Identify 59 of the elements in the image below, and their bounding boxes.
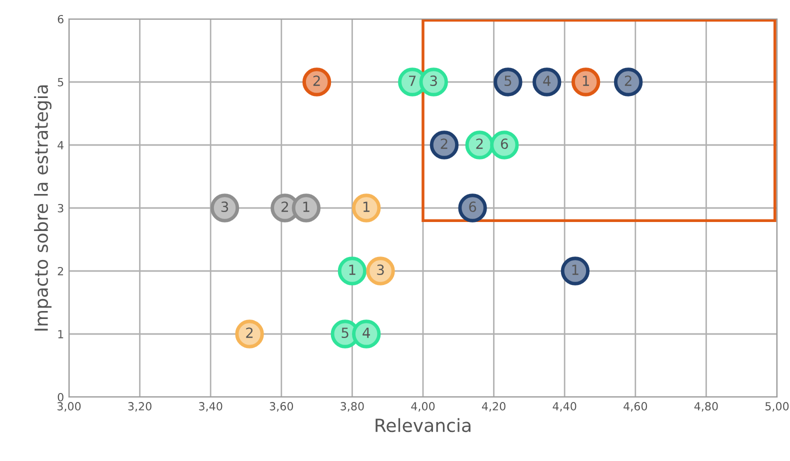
annotation: 4 bbox=[362, 328, 370, 338]
x-tick-label: 4,20 bbox=[482, 402, 506, 412]
annotation: 1 bbox=[349, 264, 356, 275]
x-tick-label: 4,40 bbox=[552, 402, 576, 412]
x-tick-label: 5,00 bbox=[765, 402, 789, 412]
x-tick-label: 3,40 bbox=[199, 402, 222, 412]
point bbox=[571, 68, 600, 96]
x-axis-title: Relevancia bbox=[376, 418, 470, 432]
x-tick-label: 4,00 bbox=[411, 402, 435, 412]
y-tick-label: 0 bbox=[58, 392, 64, 402]
y-tick-label: 2 bbox=[58, 266, 64, 276]
x-tick-label: 4,80 bbox=[694, 402, 718, 412]
annotation: 6 bbox=[500, 138, 508, 150]
annotation: 2 bbox=[440, 138, 448, 149]
point bbox=[490, 130, 519, 160]
point bbox=[235, 320, 264, 348]
point bbox=[338, 256, 367, 286]
point bbox=[292, 194, 321, 222]
point bbox=[614, 68, 643, 96]
annotation: 2 bbox=[282, 202, 288, 212]
x-tick-label: 3,00 bbox=[57, 402, 81, 412]
y-tick-label: 4 bbox=[58, 141, 64, 150]
point bbox=[352, 194, 381, 222]
y-tick-label: 3 bbox=[58, 204, 64, 212]
annotation: 5 bbox=[342, 328, 348, 338]
annotation: 2 bbox=[313, 76, 320, 86]
point bbox=[210, 194, 240, 222]
annotation: 3 bbox=[221, 202, 228, 212]
point bbox=[302, 68, 332, 96]
point bbox=[532, 68, 562, 96]
x-tick-label: 3,60 bbox=[270, 402, 294, 412]
annotation: 1 bbox=[572, 264, 578, 275]
annotation: 2 bbox=[476, 138, 483, 149]
x-tick-label: 4,60 bbox=[624, 402, 648, 412]
annotation: 3 bbox=[430, 76, 437, 86]
y-tick-label: 6 bbox=[58, 14, 64, 24]
annotation: 5 bbox=[504, 76, 512, 86]
annotation: 4 bbox=[543, 76, 551, 86]
x-tick-label: 3,80 bbox=[340, 402, 364, 412]
point bbox=[560, 256, 590, 286]
point bbox=[494, 68, 522, 96]
y-axis-title: Impacto sobre la estrategia bbox=[34, 85, 52, 331]
annotation: 1 bbox=[303, 202, 310, 212]
point bbox=[430, 130, 459, 160]
point bbox=[352, 320, 381, 348]
y-tick-label: 1 bbox=[58, 330, 64, 338]
point bbox=[458, 194, 487, 222]
annotation: 2 bbox=[624, 76, 632, 86]
x-tick-label: 3,20 bbox=[128, 402, 152, 412]
annotation: 1 bbox=[363, 202, 370, 212]
annotation: 7 bbox=[409, 76, 416, 86]
point bbox=[366, 256, 395, 286]
annotation: 3 bbox=[377, 264, 384, 276]
point bbox=[419, 68, 448, 96]
point bbox=[465, 130, 494, 160]
annotation: 6 bbox=[469, 202, 476, 212]
annotation: 2 bbox=[246, 328, 253, 338]
y-tick-label: 5 bbox=[58, 78, 64, 86]
annotation: 1 bbox=[582, 76, 589, 86]
